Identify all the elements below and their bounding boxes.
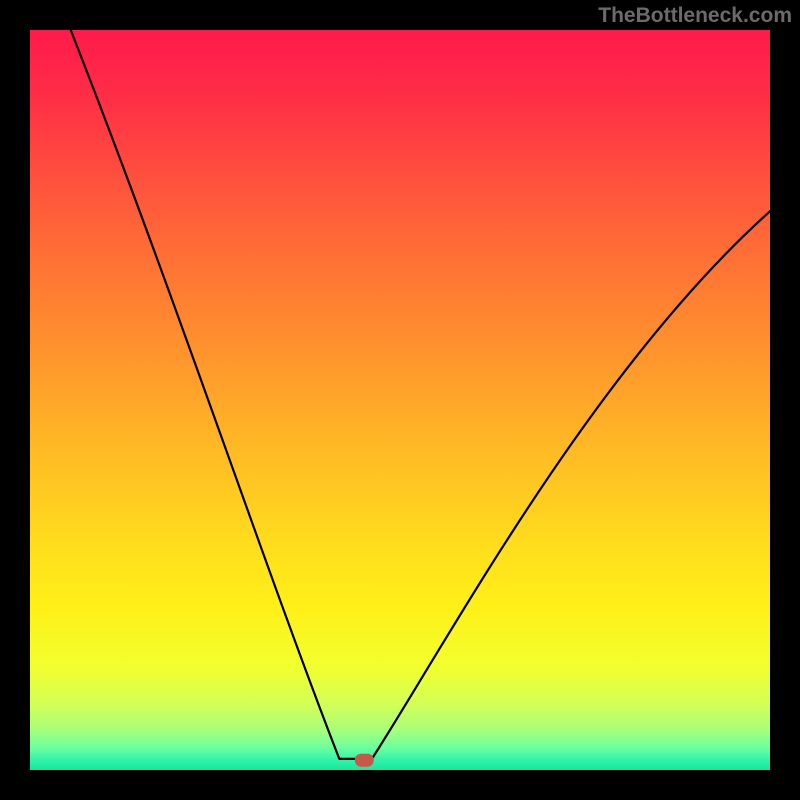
bottleneck-curve: [30, 30, 770, 770]
optimum-marker: [355, 754, 374, 767]
plot-area: [30, 30, 770, 770]
watermark-text: TheBottleneck.com: [598, 4, 792, 28]
outer-frame: TheBottleneck.com: [0, 0, 800, 800]
